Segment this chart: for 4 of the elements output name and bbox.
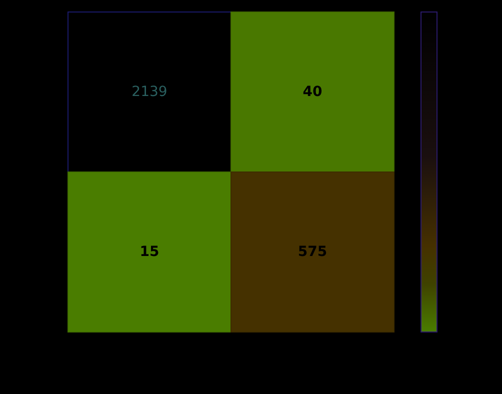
- data-label: 575: [298, 244, 328, 260]
- data-label: 2139: [132, 84, 168, 100]
- data-label: 15: [140, 244, 160, 260]
- data-label: 40: [302, 84, 322, 100]
